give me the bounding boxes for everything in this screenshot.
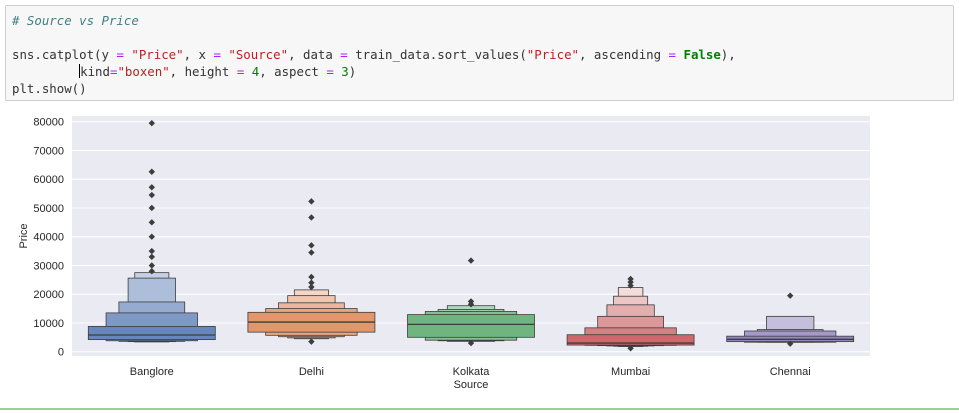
outlier-point	[308, 198, 315, 205]
y-tick-label: 40000	[33, 232, 64, 244]
outlier-point	[467, 339, 475, 347]
outlier-point	[148, 268, 155, 275]
x-tick-label: Delhi	[299, 366, 324, 378]
y-tick-label: 20000	[33, 289, 64, 301]
x-tick-label: Chennai	[770, 366, 811, 378]
boxen-box	[87, 325, 216, 341]
y-tick-label: 50000	[33, 203, 64, 215]
output-area: 0 10000 20000 30000 40000 50000 60000 70000 8000…	[0, 108, 959, 408]
code-line-1: sns.catplot(y = "Price", x = "Source", d…	[12, 47, 736, 62]
code-editor[interactable]: # Source vs Price sns.catplot(y = "Price…	[12, 12, 736, 97]
outlier-point	[148, 247, 155, 255]
outlier-point	[308, 338, 315, 345]
cell-divider	[0, 408, 959, 410]
outlier-point	[148, 233, 155, 240]
boxen-chart: 0 10000 20000 30000 40000 50000 60000 70000 8000…	[18, 116, 870, 391]
y-tick-label: 60000	[33, 174, 64, 186]
outlier-point	[148, 253, 155, 261]
outlier-point	[148, 219, 155, 226]
outlier-point	[467, 257, 475, 264]
code-comment: # Source vs Price	[12, 13, 139, 28]
outlier-point	[148, 168, 155, 175]
outlier-point	[148, 262, 155, 269]
y-tick-label: 10000	[33, 318, 64, 330]
outlier-point	[148, 191, 155, 199]
outlier-point	[627, 345, 634, 352]
y-tick-label: 30000	[33, 260, 64, 272]
text-cursor	[79, 64, 81, 78]
boxen-box	[407, 314, 535, 338]
outlier-point	[308, 214, 315, 221]
outlier-point	[308, 273, 315, 281]
outlier-point	[148, 204, 155, 212]
code-line-2: kind="boxen", height = 4, aspect = 3)	[79, 64, 357, 79]
y-tick-label: 0	[58, 347, 64, 359]
outlier-point	[148, 184, 155, 191]
code-line-3: plt.show()	[12, 81, 87, 96]
outlier-point	[308, 249, 315, 256]
outlier-point	[308, 242, 315, 249]
outlier-point	[467, 298, 475, 305]
outlier-point	[787, 340, 794, 347]
code-cell[interactable]: # Source vs Price sns.catplot(y = "Price…	[5, 5, 954, 101]
x-axis-label: Source	[454, 379, 489, 391]
outlier-point	[308, 283, 315, 291]
outlier-point	[787, 292, 794, 299]
x-tick-label: Mumbai	[611, 366, 650, 378]
outlier-point	[308, 279, 315, 286]
x-tick-label: Banglore	[130, 366, 174, 378]
y-tick-label: 70000	[33, 145, 64, 157]
y-axis-label: Price	[18, 223, 30, 248]
outlier-point	[148, 119, 155, 127]
y-tick-label: 80000	[33, 117, 64, 129]
x-tick-label: Kolkata	[453, 366, 491, 378]
